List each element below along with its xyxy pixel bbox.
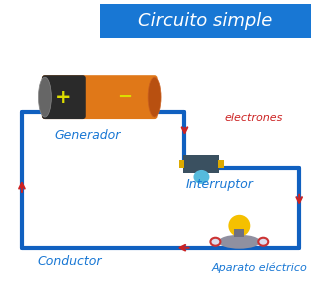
Ellipse shape: [228, 215, 250, 237]
Bar: [100, 4, 311, 38]
Bar: [219, 160, 224, 168]
Text: electrones: electrones: [224, 113, 283, 123]
Ellipse shape: [258, 238, 268, 246]
Ellipse shape: [148, 77, 161, 117]
Text: −: −: [117, 88, 132, 106]
Text: Generador: Generador: [55, 129, 121, 142]
Ellipse shape: [211, 238, 220, 246]
Text: Circuito simple: Circuito simple: [138, 12, 273, 30]
Text: Aparato eléctrico: Aparato eléctrico: [212, 262, 307, 273]
Bar: [179, 160, 185, 168]
FancyBboxPatch shape: [42, 75, 86, 119]
Bar: [183, 155, 220, 173]
Text: Interruptor: Interruptor: [186, 178, 253, 191]
FancyBboxPatch shape: [42, 75, 157, 119]
Ellipse shape: [194, 170, 209, 184]
Text: Conductor: Conductor: [37, 255, 102, 268]
Ellipse shape: [38, 77, 51, 117]
Bar: [234, 229, 244, 237]
Text: +: +: [55, 88, 71, 107]
Ellipse shape: [219, 235, 260, 249]
